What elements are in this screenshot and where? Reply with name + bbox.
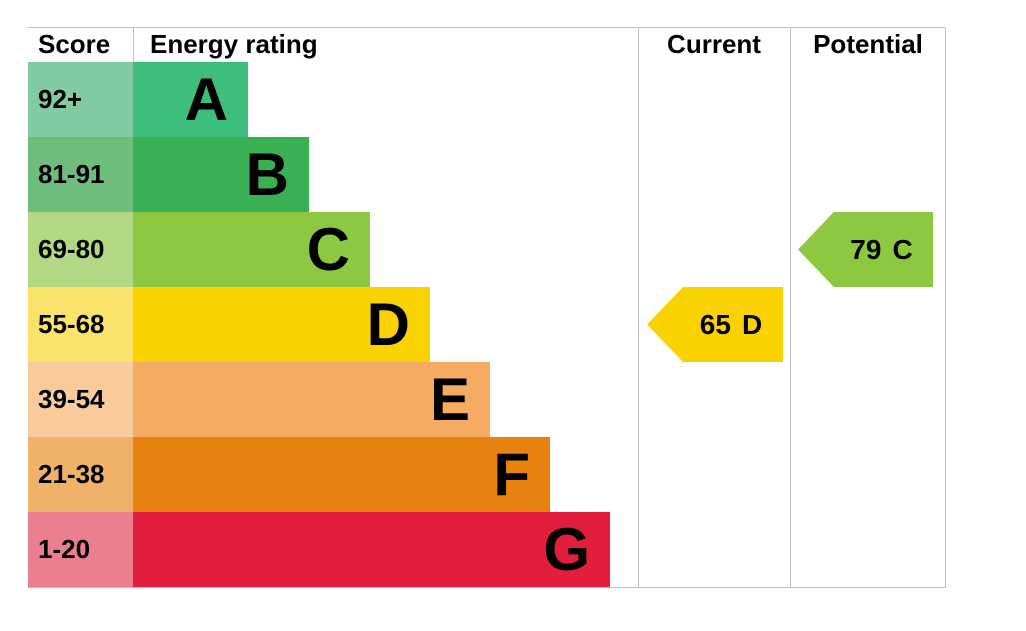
score-column-header: Score bbox=[38, 29, 111, 59]
score-range-a: 92+ bbox=[28, 62, 133, 137]
band-row-c: 69-80 C bbox=[28, 212, 946, 287]
band-bar-b: B bbox=[133, 137, 309, 212]
band-letter-b: B bbox=[245, 140, 289, 208]
table-bottom-border bbox=[28, 587, 946, 588]
potential-column-divider bbox=[790, 27, 791, 588]
current-rating-band: D bbox=[741, 308, 763, 340]
band-letter-e: E bbox=[429, 365, 470, 433]
band-rows: 92+ A 81-91 B 69-80 C 55-68 D 39-54 bbox=[28, 62, 946, 587]
table-right-border bbox=[945, 27, 946, 588]
score-range-f: 21-38 bbox=[28, 437, 133, 512]
score-range-e: 39-54 bbox=[28, 362, 133, 437]
band-bar-f: F bbox=[133, 437, 550, 512]
score-range-g: 1-20 bbox=[28, 512, 133, 587]
band-bar-c: C bbox=[133, 212, 370, 287]
potential-rating-band: C bbox=[892, 233, 913, 265]
potential-rating-value: 79 bbox=[850, 233, 882, 265]
potential-column-header: Potential bbox=[813, 29, 923, 59]
band-bar-g: G bbox=[133, 512, 610, 587]
band-row-e: 39-54 E bbox=[28, 362, 946, 437]
score-column-divider bbox=[133, 27, 134, 62]
current-column-divider bbox=[638, 27, 639, 588]
band-bar-e: E bbox=[133, 362, 490, 437]
table-top-border bbox=[28, 27, 946, 28]
band-letter-c: C bbox=[306, 215, 350, 283]
band-bar-d: D bbox=[133, 287, 430, 362]
current-rating-value: 65 bbox=[699, 308, 731, 340]
band-letter-f: F bbox=[493, 440, 530, 508]
score-range-b: 81-91 bbox=[28, 137, 133, 212]
band-row-f: 21-38 F bbox=[28, 437, 946, 512]
current-column-header: Current bbox=[667, 29, 761, 59]
band-row-a: 92+ A bbox=[28, 62, 946, 137]
band-row-g: 1-20 G bbox=[28, 512, 946, 587]
band-bar-a: A bbox=[133, 62, 248, 137]
epc-rating-chart: Score Energy rating Current Potential 92… bbox=[28, 27, 946, 588]
band-letter-d: D bbox=[366, 290, 410, 358]
score-range-d: 55-68 bbox=[28, 287, 133, 362]
band-row-d: 55-68 D bbox=[28, 287, 946, 362]
band-letter-a: A bbox=[184, 65, 228, 133]
band-letter-g: G bbox=[543, 515, 590, 583]
band-row-b: 81-91 B bbox=[28, 137, 946, 212]
score-range-c: 69-80 bbox=[28, 212, 133, 287]
energy-rating-column-header: Energy rating bbox=[150, 29, 318, 59]
